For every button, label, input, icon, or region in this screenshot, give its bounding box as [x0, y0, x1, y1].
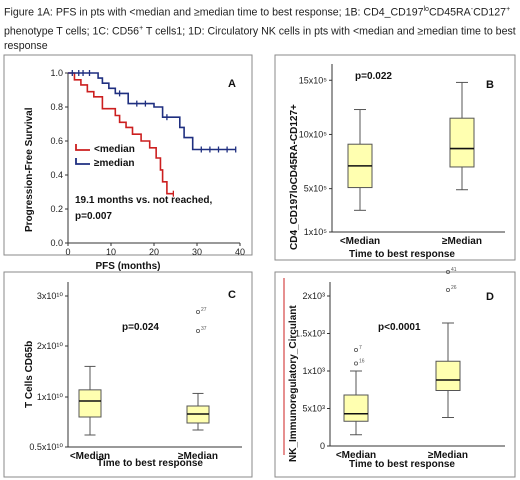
- panel-a-xlabel: PFS (months): [96, 261, 161, 272]
- panel-d: D p<0.0001 NK_Immunoregulatory_Circulant…: [274, 267, 516, 478]
- ytick-label: 5x10³: [302, 404, 325, 414]
- ytick-label: 15x10⁵: [299, 75, 328, 85]
- panel-a: A Progression-Free Survival PFS (months)…: [3, 54, 253, 272]
- panel-a-frame: [3, 54, 253, 256]
- panel-a-ytick-label: 0.0: [50, 238, 63, 248]
- caption-text: CD45RA: [428, 6, 471, 19]
- panel-a-annotation-2: p=0.007: [75, 211, 112, 222]
- ytick-label: 5x10⁵: [304, 184, 328, 194]
- ytick-label: 1x10¹⁰: [37, 392, 64, 402]
- panel-d-frame: [274, 271, 516, 478]
- panel-d-annotation: p<0.0001: [378, 322, 421, 333]
- panel-d-ylabel: NK_Immunoregulatory_Circulant: [288, 305, 299, 462]
- caption-text: T cells1; 1D: Circulatory NK cells in pt…: [4, 25, 516, 53]
- panel-d-plot: 0 5x10³ 1x10³ 1.5x10³ 2x10³ <Median ≥Median 7 16…: [295, 267, 505, 461]
- ytick-label: 1x10³: [302, 366, 325, 376]
- panel-c-annotation: p=0.024: [122, 322, 159, 333]
- caption-text: phenotype T cells; 1C: CD56: [4, 25, 140, 38]
- panel-b-xlabel: Time to best response: [349, 249, 455, 260]
- panel-a-label: A: [228, 78, 236, 90]
- panel-a-axes: 0.0 0.2 0.4 0.6 0.8 1.0 0 10 20 30 40: [50, 68, 245, 257]
- category-label: <Median: [336, 450, 376, 461]
- category-label: ≥Median: [442, 236, 482, 247]
- caption-text: Figure 1A: PFS in pts with <median and ≥…: [4, 6, 424, 19]
- caption-sup: lo: [423, 6, 429, 13]
- panel-a-ytick-label: 0.6: [50, 136, 63, 146]
- ytick-label: 3x10¹⁰: [37, 291, 64, 301]
- figure-caption: Figure 1A: PFS in pts with <median and ≥…: [4, 2, 516, 54]
- legend-swatch: [75, 158, 90, 165]
- outlier-point: [445, 269, 450, 274]
- panel-b-plot: 1x10⁵ 5x10⁵ 10x10⁵ 15x10⁵ <Median ≥Median: [299, 64, 505, 247]
- caption-sup: +: [139, 24, 144, 32]
- panel-b-annotation: p=0.022: [355, 71, 392, 82]
- series-above-median-line: [68, 72, 236, 151]
- ytick-label: 2x10¹⁰: [37, 341, 64, 351]
- panel-a-xtick-label: 30: [192, 247, 202, 257]
- panel-d-label: D: [486, 291, 494, 303]
- panel-c-ylabel: T Cells CD65b: [24, 341, 35, 408]
- panel-a-ylabel: Progression-Free Survival: [24, 107, 35, 232]
- panel-b-label: B: [486, 79, 494, 91]
- outlier-label: 7: [359, 345, 362, 351]
- panel-b: B p=0.022 CD4_CD197loCD45RA-CD127+ Time …: [274, 54, 516, 261]
- panel-a-xtick-label: 0: [65, 247, 70, 257]
- panel-c-frame: [3, 271, 253, 478]
- box-iqr: [343, 394, 369, 422]
- panel-a-xtick-label: 10: [106, 247, 116, 257]
- panel-a-xtick-label: 40: [235, 247, 245, 257]
- ytick-label: 10x10⁵: [299, 129, 328, 139]
- outlier-point: [445, 287, 450, 292]
- panel-a-legend: <median ≥median: [75, 144, 135, 169]
- panel-b-ylabel: CD4_CD197loCD45RA-CD127+: [289, 104, 300, 250]
- category-label: <Median: [70, 451, 110, 462]
- panel-a-annotation-1: 19.1 months vs. not reached,: [75, 195, 212, 206]
- legend-item: <median: [94, 144, 135, 155]
- panel-b-frame: [274, 54, 516, 261]
- panel-a-ytick-label: 0.4: [50, 170, 63, 180]
- legend-swatch: [75, 144, 90, 151]
- panel-c: C p=0.024 T Cells CD65b Time to best res…: [3, 271, 253, 478]
- outlier-label: 27: [201, 307, 207, 313]
- category-label: ≥Median: [178, 451, 218, 462]
- panel-c-label: C: [228, 289, 236, 301]
- box-iqr: [78, 389, 102, 418]
- outlier-label: 26: [451, 285, 457, 291]
- panel-c-xlabel: Time to best response: [97, 458, 203, 469]
- outlier-point: [195, 309, 200, 314]
- ytick-label: 2x10³: [302, 291, 325, 301]
- ytick-label: 1.5x10³: [295, 329, 325, 339]
- category-label: <Median: [340, 236, 380, 247]
- box-iqr: [449, 117, 475, 168]
- outlier-point: [353, 347, 358, 352]
- series-below-median-line: [68, 72, 174, 195]
- outlier-point: [195, 328, 200, 333]
- panel-a-xtick-label: 20: [149, 247, 159, 257]
- outlier-label: 41: [451, 267, 457, 273]
- panel-d-xlabel: Time to best response: [349, 459, 455, 470]
- panel-a-ytick-label: 1.0: [50, 68, 63, 78]
- caption-sup: -: [470, 6, 474, 13]
- panel-c-plot: 0.5x10¹⁰ 1x10¹⁰ 2x10¹⁰ 3x10¹⁰ <Median ≥Median…: [29, 282, 242, 462]
- caption-text: CD127: [473, 6, 507, 19]
- outlier-label: 16: [359, 359, 365, 365]
- c-plot-axis-line: [67, 282, 242, 448]
- ytick-label: 0: [320, 441, 325, 451]
- box-iqr: [435, 360, 461, 391]
- panel-a-series: [68, 70, 237, 197]
- outlier-label: 37: [201, 326, 207, 332]
- ytick-label: 1x10⁵: [304, 227, 328, 237]
- category-label: ≥Median: [428, 450, 468, 461]
- caption-sup: +: [506, 6, 511, 13]
- outlier-point: [353, 361, 358, 366]
- panel-a-ytick-label: 0.8: [50, 102, 63, 112]
- ytick-label: 0.5x10¹⁰: [29, 442, 63, 452]
- panel-a-ytick-label: 0.2: [50, 204, 63, 214]
- legend-item: ≥median: [94, 158, 135, 169]
